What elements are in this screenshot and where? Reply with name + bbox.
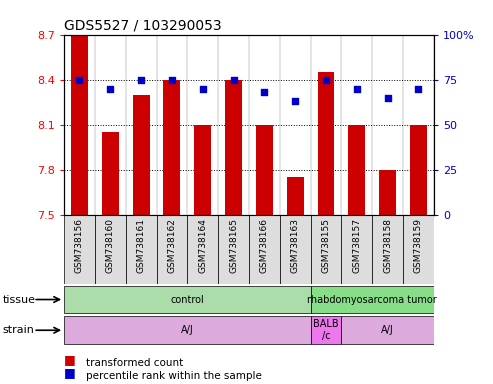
Point [168, 77, 176, 83]
Bar [187, 215, 218, 284]
Text: GSM738163: GSM738163 [291, 218, 300, 273]
Bar [64, 215, 95, 284]
Point [137, 77, 145, 83]
Text: GSM738159: GSM738159 [414, 218, 423, 273]
Bar [157, 215, 187, 284]
Bar [225, 79, 242, 215]
Point [353, 86, 361, 92]
Bar [410, 125, 427, 215]
Point [199, 86, 207, 92]
Point [260, 89, 268, 95]
Bar [133, 95, 149, 215]
Text: GSM738165: GSM738165 [229, 218, 238, 273]
Text: transformed count: transformed count [86, 358, 183, 368]
Bar [102, 132, 119, 215]
Text: ■: ■ [64, 353, 76, 366]
Bar [218, 215, 249, 284]
Bar [341, 316, 434, 344]
Text: GDS5527 / 103290053: GDS5527 / 103290053 [64, 18, 222, 32]
Text: strain: strain [2, 325, 35, 335]
Point [106, 86, 114, 92]
Text: GSM738158: GSM738158 [383, 218, 392, 273]
Text: GSM738155: GSM738155 [321, 218, 330, 273]
Bar [379, 170, 396, 215]
Bar [64, 286, 311, 313]
Point [291, 98, 299, 104]
Bar [249, 215, 280, 284]
Bar [126, 215, 157, 284]
Text: GSM738166: GSM738166 [260, 218, 269, 273]
Point [384, 95, 391, 101]
Bar [349, 125, 365, 215]
Text: tissue: tissue [2, 295, 35, 305]
Bar [311, 215, 341, 284]
Bar [403, 215, 434, 284]
Bar [164, 79, 180, 215]
Text: GSM738161: GSM738161 [137, 218, 145, 273]
Text: GSM738156: GSM738156 [75, 218, 84, 273]
Bar [194, 125, 211, 215]
Text: GSM738157: GSM738157 [352, 218, 361, 273]
Point [75, 77, 83, 83]
Text: A/J: A/J [181, 325, 194, 335]
Text: GSM738160: GSM738160 [106, 218, 115, 273]
Bar [280, 215, 311, 284]
Text: BALB
/c: BALB /c [313, 319, 339, 341]
Bar [287, 177, 304, 215]
Point [322, 77, 330, 83]
Point [230, 77, 238, 83]
Bar [95, 215, 126, 284]
Text: percentile rank within the sample: percentile rank within the sample [86, 371, 262, 381]
Text: rhabdomyosarcoma tumor: rhabdomyosarcoma tumor [307, 295, 437, 305]
Bar [311, 316, 341, 344]
Bar [256, 125, 273, 215]
Text: GSM738162: GSM738162 [168, 218, 176, 273]
Bar [311, 286, 434, 313]
Text: ■: ■ [64, 366, 76, 379]
Text: GSM738164: GSM738164 [198, 218, 207, 273]
Bar [71, 35, 88, 215]
Text: A/J: A/J [381, 325, 394, 335]
Text: control: control [171, 295, 204, 305]
Bar [341, 215, 372, 284]
Point [415, 86, 423, 92]
Bar [372, 215, 403, 284]
Bar [64, 316, 311, 344]
Bar [317, 72, 334, 215]
